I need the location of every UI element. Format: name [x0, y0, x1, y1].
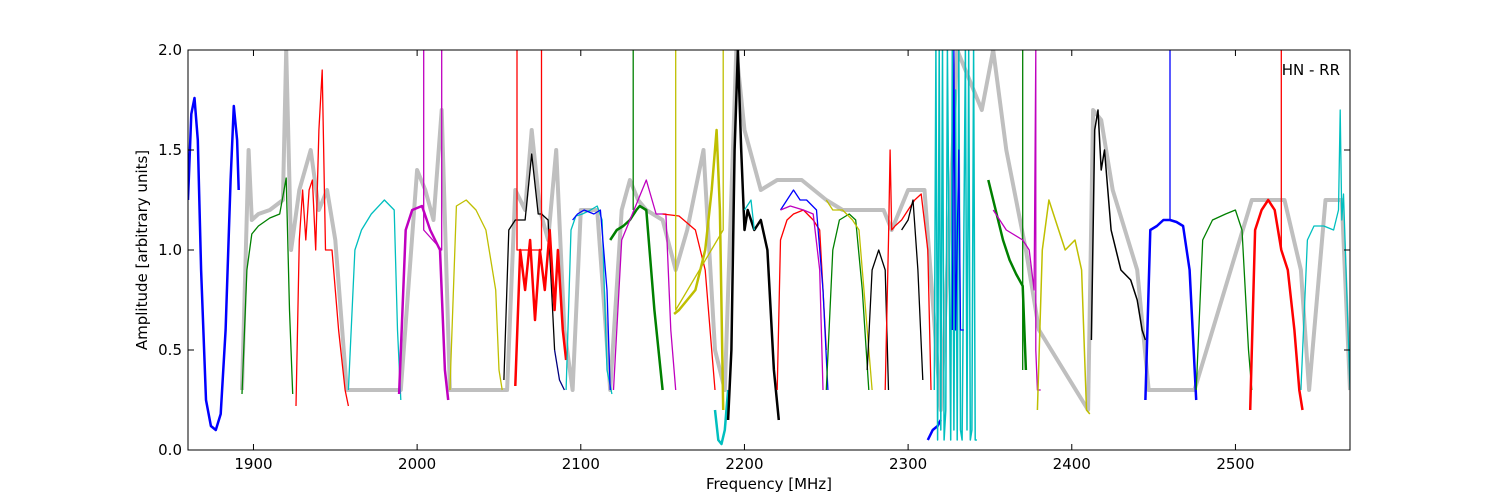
series-line-30 — [926, 419, 942, 441]
y-tick-label: 2.0 — [158, 41, 182, 59]
x-tick-label: 2100 — [562, 455, 600, 473]
series-line-7 — [503, 153, 556, 381]
series-line-13 — [609, 204, 664, 391]
series-line-12 — [572, 209, 611, 391]
series-line-26 — [825, 199, 873, 391]
series-line-18 — [675, 50, 724, 311]
series-line-24 — [780, 205, 824, 391]
series-line-2 — [295, 69, 350, 407]
series-line-36 — [1036, 199, 1091, 415]
y-tick-label: 0.0 — [158, 441, 182, 459]
x-tick-label: 1900 — [234, 455, 272, 473]
x-axis-label: Frequency [MHz] — [706, 475, 832, 493]
y-tick-label: 0.5 — [158, 341, 182, 359]
series-line-19 — [713, 389, 730, 446]
series-line-31 — [933, 50, 977, 441]
series-line-23 — [779, 189, 829, 391]
x-tick-label: 2500 — [1216, 455, 1254, 473]
series-line-4 — [397, 204, 450, 401]
series-line-9 — [516, 50, 543, 251]
series-line-6 — [449, 199, 503, 391]
x-tick-label: 2200 — [725, 455, 763, 473]
series-line-8 — [514, 228, 568, 387]
series-line-29 — [901, 199, 924, 381]
series-line-40 — [1195, 209, 1253, 391]
series-line-33 — [987, 179, 1028, 371]
series-line-37 — [1090, 109, 1147, 341]
series-line-17 — [673, 128, 725, 411]
ticks-layer: 1900 2000 2100 2200 2300 2400 2500 0.0 0.5 1.0 1.5… — [158, 41, 1350, 473]
series-line-25 — [825, 213, 870, 391]
y-axis-label: Amplitude [arbitrary units] — [133, 150, 151, 350]
series-line-27 — [866, 249, 890, 391]
series-layer — [188, 50, 1350, 446]
series-line-15 — [612, 179, 677, 391]
series-line-32 — [951, 50, 964, 331]
series-line-1 — [241, 177, 294, 395]
series-line-28 — [884, 149, 932, 391]
series-line-20 — [726, 50, 781, 421]
series-line-21 — [743, 199, 755, 231]
series-line-43 — [1300, 109, 1350, 391]
y-tick-label: 1.0 — [158, 241, 182, 259]
station-annotation: HN - RR — [1282, 61, 1340, 79]
x-tick-label: 2400 — [1053, 455, 1091, 473]
y-tick-label: 1.5 — [158, 141, 182, 159]
series-line-41 — [1248, 198, 1304, 411]
x-tick-label: 2300 — [889, 455, 927, 473]
x-tick-label: 2000 — [398, 455, 436, 473]
series-line-35 — [992, 50, 1041, 391]
series-line-3 — [347, 199, 402, 401]
series-line-10 — [553, 349, 565, 391]
series-line-11 — [565, 205, 613, 395]
series-line-5 — [423, 50, 443, 251]
series-line-0 — [188, 96, 240, 432]
